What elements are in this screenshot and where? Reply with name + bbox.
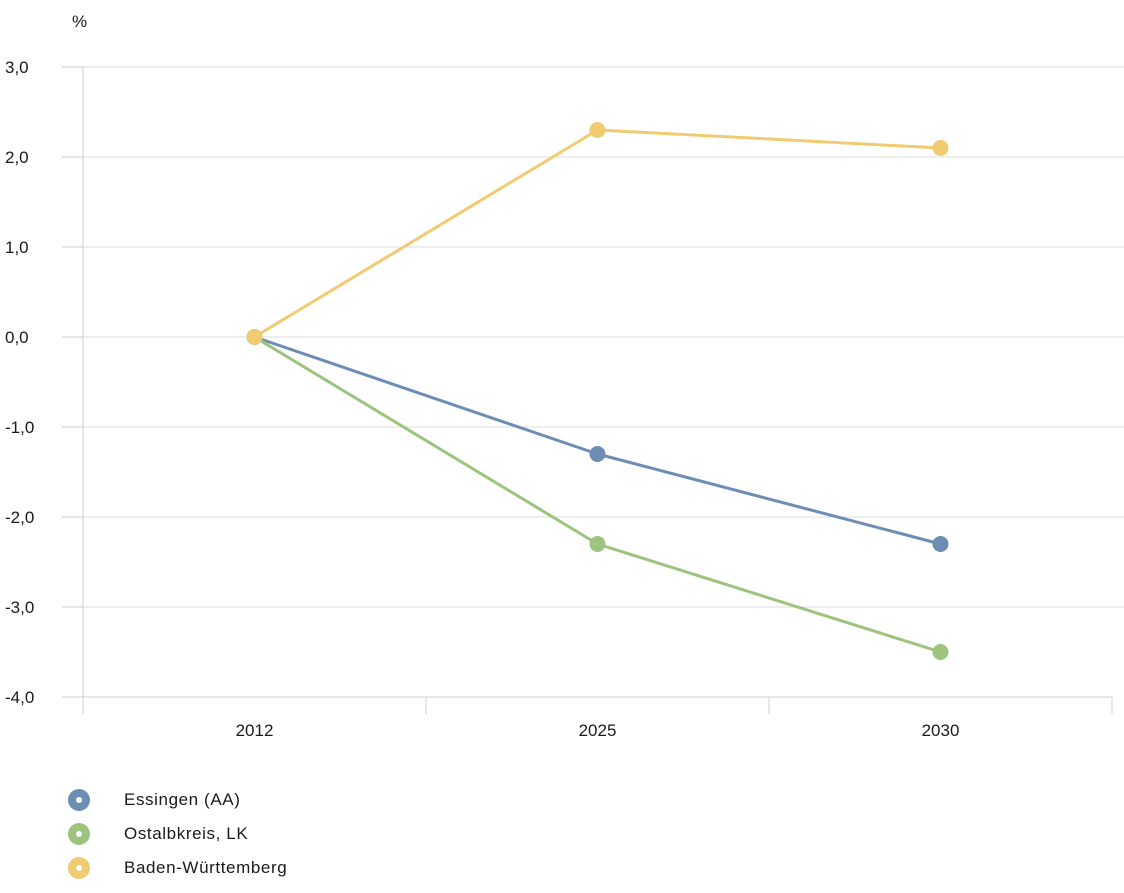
y-tick-label: -3,0 xyxy=(5,598,34,617)
data-point-3[interactable] xyxy=(247,329,263,345)
legend: Essingen (AA) Ostalbkreis, LK Baden-Württe… xyxy=(68,783,287,885)
series-lines xyxy=(255,130,941,652)
data-point-2[interactable] xyxy=(590,536,606,552)
y-tick-label: -1,0 xyxy=(5,418,34,437)
series-line-2 xyxy=(255,337,941,652)
grid-lines xyxy=(83,67,1124,607)
data-point-3[interactable] xyxy=(933,140,949,156)
legend-label: Essingen (AA) xyxy=(124,790,240,810)
legend-marker-icon xyxy=(68,823,90,845)
x-tick-labels: 2012 2025 2030 xyxy=(236,721,960,740)
y-tick-label: -2,0 xyxy=(5,508,34,527)
data-point-2[interactable] xyxy=(933,644,949,660)
y-tick-label: 2,0 xyxy=(5,148,29,167)
axes xyxy=(62,67,1112,714)
legend-label: Ostalbkreis, LK xyxy=(124,824,248,844)
y-tick-label: 1,0 xyxy=(5,238,29,257)
data-point-1[interactable] xyxy=(933,536,949,552)
y-tick-label: 0,0 xyxy=(5,328,29,347)
series-line-3 xyxy=(255,130,941,337)
y-unit-label: % xyxy=(72,12,87,31)
legend-marker-icon xyxy=(68,857,90,879)
y-tick-label: -4,0 xyxy=(5,688,34,707)
legend-label: Baden-Württemberg xyxy=(124,858,287,878)
data-point-1[interactable] xyxy=(590,446,606,462)
x-tick-label: 2025 xyxy=(579,721,617,740)
legend-marker-icon xyxy=(68,789,90,811)
x-tick-label: 2012 xyxy=(236,721,274,740)
x-tick-label: 2030 xyxy=(922,721,960,740)
legend-item[interactable]: Ostalbkreis, LK xyxy=(68,817,287,851)
y-tick-label: 3,0 xyxy=(5,58,29,77)
series-line-1 xyxy=(255,337,941,544)
data-point-3[interactable] xyxy=(590,122,606,138)
legend-item[interactable]: Essingen (AA) xyxy=(68,783,287,817)
legend-item[interactable]: Baden-Württemberg xyxy=(68,851,287,885)
data-points xyxy=(247,122,949,660)
y-tick-labels: 3,0 2,0 1,0 0,0 -1,0 -2,0 -3,0 -4,0 xyxy=(5,58,34,707)
